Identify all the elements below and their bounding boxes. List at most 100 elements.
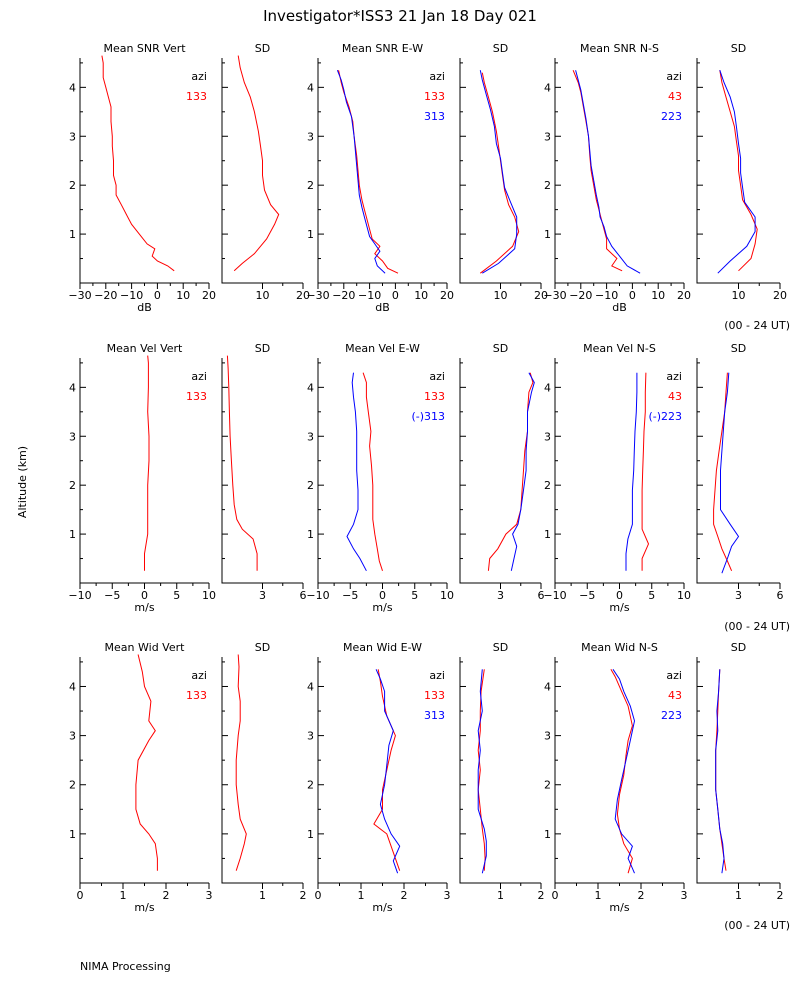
panel-5: Mean SNR N-S −30 −20 −10 0 10 20 dB 1 2 3 4 azi 43 223 bbox=[543, 42, 691, 314]
series-line bbox=[720, 372, 740, 574]
panel-title: Mean SNR Vert bbox=[103, 42, 186, 55]
x-axis-label: m/s bbox=[609, 901, 629, 914]
series-line bbox=[101, 55, 175, 272]
footer-label: NIMA Processing bbox=[80, 960, 171, 973]
x-tick-label: 2 bbox=[777, 889, 784, 902]
legend-entry: (-)223 bbox=[648, 410, 682, 423]
x-tick-label: −10 bbox=[595, 289, 618, 302]
panel-title: SD bbox=[493, 641, 508, 654]
panel-16: SD 1 2 bbox=[459, 641, 545, 902]
series-line bbox=[479, 72, 520, 274]
series-line bbox=[336, 70, 386, 274]
x-axis-label: m/s bbox=[372, 601, 392, 614]
axis-frame bbox=[221, 58, 303, 284]
x-tick-label: 1 bbox=[735, 889, 742, 902]
legend-header: azi bbox=[429, 669, 445, 682]
legend-header: azi bbox=[666, 669, 682, 682]
x-tick-label: 3 bbox=[206, 889, 213, 902]
legend-entry: 223 bbox=[661, 110, 682, 123]
x-tick-label: 1 bbox=[358, 889, 365, 902]
legend-entry: 43 bbox=[668, 689, 682, 702]
y-tick-label: 2 bbox=[544, 779, 551, 792]
x-tick-label: −30 bbox=[306, 289, 329, 302]
y-tick-label: 1 bbox=[307, 528, 314, 541]
series-line bbox=[479, 70, 518, 274]
x-tick-label: 0 bbox=[77, 889, 84, 902]
x-tick-label: 10 bbox=[256, 289, 270, 302]
y-tick-label: 1 bbox=[544, 528, 551, 541]
legend-entry: 133 bbox=[186, 689, 207, 702]
y-tick-label: 4 bbox=[307, 381, 314, 394]
legend-header: azi bbox=[666, 70, 682, 83]
x-tick-label: −20 bbox=[94, 289, 117, 302]
x-tick-label: −10 bbox=[358, 289, 381, 302]
x-tick-label: 2 bbox=[163, 889, 170, 902]
series-line bbox=[235, 654, 247, 871]
legend-entry: 43 bbox=[668, 390, 682, 403]
y-tick-label: 4 bbox=[69, 81, 76, 94]
series-line bbox=[719, 70, 758, 272]
x-tick-label: 3 bbox=[735, 589, 742, 602]
time-range-label-row-2: (00 - 24 UT) bbox=[724, 620, 790, 633]
x-axis-label: m/s bbox=[134, 901, 154, 914]
panel-14: SD 1 2 bbox=[221, 641, 307, 902]
panel-4: SD 10 20 bbox=[459, 42, 548, 302]
x-axis-label: m/s bbox=[609, 601, 629, 614]
panel-3: Mean SNR E-W −30 −20 −10 0 10 20 dB 1 2 3 4 azi 133 31… bbox=[306, 42, 454, 314]
x-tick-label: 10 bbox=[494, 289, 508, 302]
panel-title: Mean Vel N-S bbox=[583, 342, 656, 355]
panel-title: SD bbox=[731, 342, 746, 355]
legend-entry: 313 bbox=[424, 110, 445, 123]
x-tick-label: −10 bbox=[68, 589, 91, 602]
figure-title: Investigator*ISS3 21 Jan 18 Day 021 bbox=[263, 7, 537, 25]
panel-title: SD bbox=[731, 641, 746, 654]
y-tick-label: 4 bbox=[544, 381, 551, 394]
series-line bbox=[572, 70, 623, 272]
x-tick-label: 0 bbox=[392, 289, 399, 302]
legend-header: azi bbox=[429, 70, 445, 83]
x-tick-label: 1 bbox=[120, 889, 127, 902]
x-tick-label: −30 bbox=[68, 289, 91, 302]
x-tick-label: 6 bbox=[538, 589, 545, 602]
y-tick-label: 2 bbox=[307, 179, 314, 192]
x-tick-label: 0 bbox=[141, 589, 148, 602]
x-tick-label: 2 bbox=[300, 889, 307, 902]
x-tick-label: 5 bbox=[648, 589, 655, 602]
series-line bbox=[715, 669, 725, 874]
y-tick-label: 4 bbox=[69, 680, 76, 693]
axis-frame bbox=[221, 358, 303, 584]
x-tick-label: 20 bbox=[202, 289, 216, 302]
legend-entry: 223 bbox=[661, 709, 682, 722]
x-tick-label: 3 bbox=[444, 889, 451, 902]
y-tick-label: 4 bbox=[307, 680, 314, 693]
y-tick-label: 3 bbox=[69, 730, 76, 743]
x-tick-label: 10 bbox=[651, 289, 665, 302]
x-tick-label: 3 bbox=[497, 589, 504, 602]
panel-11: Mean Vel N-S −10 −5 0 5 10 m/s 1 2 3 4 azi 43 (-)223 bbox=[543, 342, 691, 614]
series-line bbox=[477, 669, 486, 871]
x-tick-label: 20 bbox=[534, 289, 548, 302]
legend-entry: 43 bbox=[668, 90, 682, 103]
y-tick-label: 4 bbox=[307, 81, 314, 94]
x-tick-label: 20 bbox=[296, 289, 310, 302]
axis-frame bbox=[459, 358, 541, 584]
altitude-axis-label: Altitude (km) bbox=[16, 446, 29, 518]
panels: Mean SNR Vert−30 −20 −10 0 10 20dB1234azi133S… bbox=[68, 42, 787, 914]
x-tick-label: 20 bbox=[677, 289, 691, 302]
axis-frame bbox=[696, 657, 780, 884]
y-tick-label: 1 bbox=[307, 228, 314, 241]
y-tick-label: 2 bbox=[307, 779, 314, 792]
x-tick-label: 10 bbox=[202, 589, 216, 602]
x-tick-label: −5 bbox=[342, 589, 358, 602]
series-line bbox=[715, 669, 727, 871]
legend-header: azi bbox=[191, 370, 207, 383]
x-tick-label: 20 bbox=[773, 289, 787, 302]
x-tick-label: 2 bbox=[401, 889, 408, 902]
x-axis-label: dB bbox=[375, 301, 390, 314]
y-tick-label: 3 bbox=[307, 130, 314, 143]
y-tick-label: 3 bbox=[544, 130, 551, 143]
series-line bbox=[375, 669, 401, 874]
axis-frame bbox=[221, 657, 303, 884]
y-tick-label: 2 bbox=[544, 479, 551, 492]
